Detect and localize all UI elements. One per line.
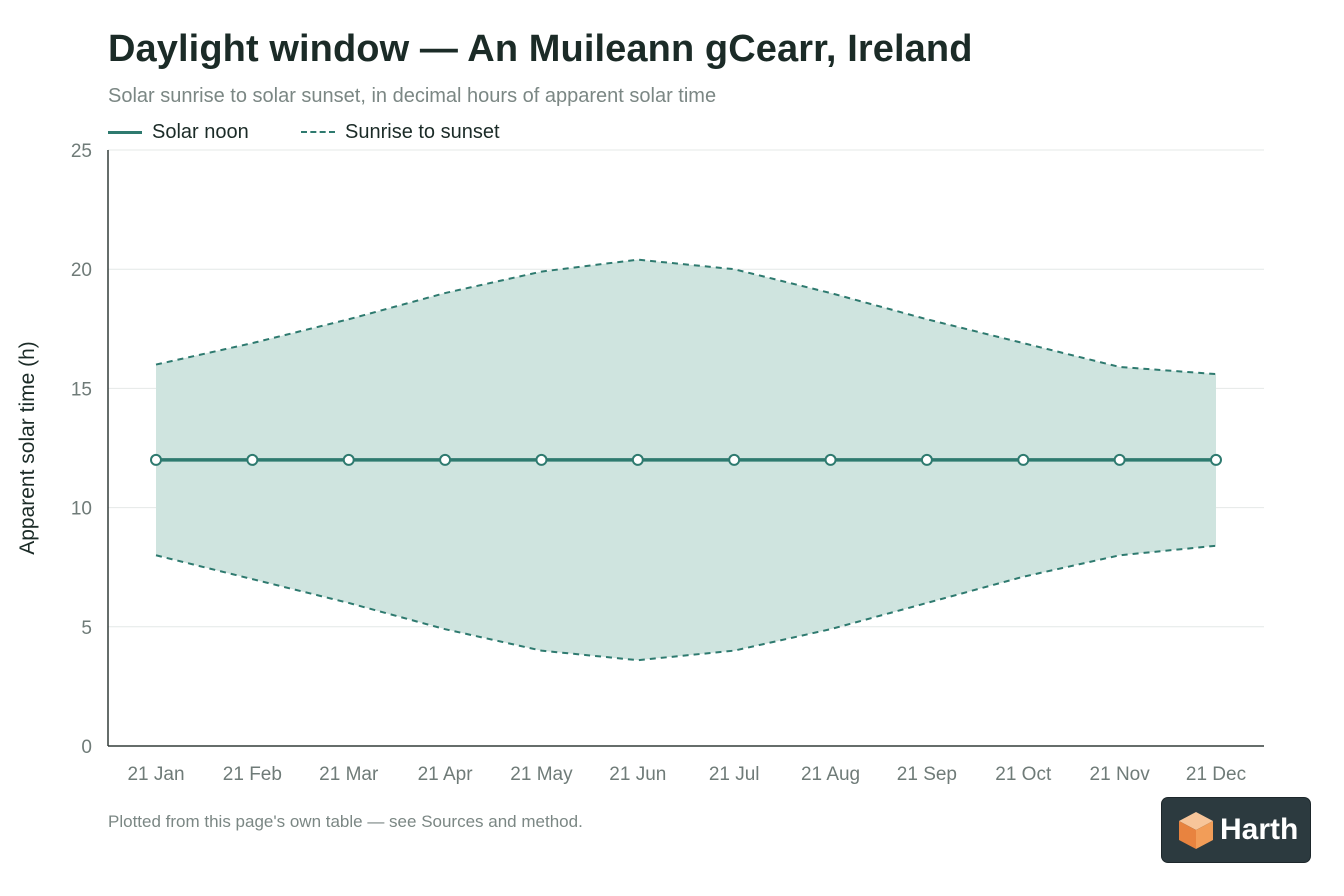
solar-noon-point bbox=[631, 453, 644, 466]
sunset-line bbox=[155, 258, 1217, 376]
solar-noon-point bbox=[342, 453, 355, 466]
solar-noon-point bbox=[920, 453, 933, 466]
logo-text: Harth bbox=[1220, 813, 1299, 846]
y-tick-label: 5 bbox=[81, 618, 92, 639]
legend-label: Solar noon bbox=[152, 121, 249, 143]
legend-label: Sunrise to sunset bbox=[345, 121, 500, 143]
solar-noon-point bbox=[1210, 453, 1222, 466]
x-tick-label: 21 Jun bbox=[609, 764, 666, 785]
x-tick-label: 21 Nov bbox=[1090, 764, 1151, 785]
sunrise-line bbox=[155, 544, 1217, 662]
x-tick-label: 21 Oct bbox=[995, 764, 1052, 785]
solar-noon-point bbox=[824, 453, 837, 466]
footnote: Plotted from this page's own table — see… bbox=[108, 812, 583, 831]
solar-noon-point bbox=[1113, 453, 1126, 466]
x-tick-label: 21 Mar bbox=[319, 764, 379, 785]
x-tick-label: 21 Jul bbox=[709, 764, 760, 785]
y-tick-label: 20 bbox=[71, 260, 92, 281]
cube-logo-icon bbox=[1179, 812, 1213, 849]
x-tick-label: 21 Feb bbox=[223, 764, 282, 785]
solar-noon-point bbox=[1017, 453, 1030, 466]
x-tick-label: 21 May bbox=[510, 764, 573, 785]
axes bbox=[107, 150, 1264, 747]
y-tick-label: 25 bbox=[71, 141, 92, 162]
solar-noon-point bbox=[535, 453, 548, 466]
harth-logo[interactable]: Harth bbox=[1162, 798, 1310, 862]
solar-noon-point bbox=[150, 453, 162, 466]
x-tick-label: 21 Apr bbox=[418, 764, 474, 785]
x-tick-label: 21 Sep bbox=[897, 764, 957, 785]
y-tick-label: 0 bbox=[81, 737, 92, 758]
x-tick-label: 21 Aug bbox=[801, 764, 860, 785]
series-markers bbox=[150, 453, 1222, 466]
x-tick-label: 21 Dec bbox=[1186, 764, 1246, 785]
chart-title: Daylight window — An Muileann gCearr, Ir… bbox=[108, 28, 973, 70]
y-tick-label: 15 bbox=[71, 379, 92, 400]
x-tick-label: 21 Jan bbox=[127, 764, 184, 785]
legend-swatch-dashed bbox=[301, 131, 335, 133]
chart-subtitle: Solar sunrise to solar sunset, in decima… bbox=[108, 85, 717, 107]
tick-labels: 0 5 10 15 20 25 21 Jan 21 Feb 21 Mar 21 Apr 21 May… bbox=[71, 141, 1246, 785]
y-tick-label: 10 bbox=[71, 499, 92, 520]
y-axis-label: Apparent solar time (h) bbox=[16, 341, 39, 555]
solar-noon-point bbox=[728, 453, 741, 466]
solar-noon-point bbox=[439, 453, 452, 466]
solar-noon-point bbox=[246, 453, 259, 466]
legend-swatch-solid bbox=[108, 131, 142, 134]
